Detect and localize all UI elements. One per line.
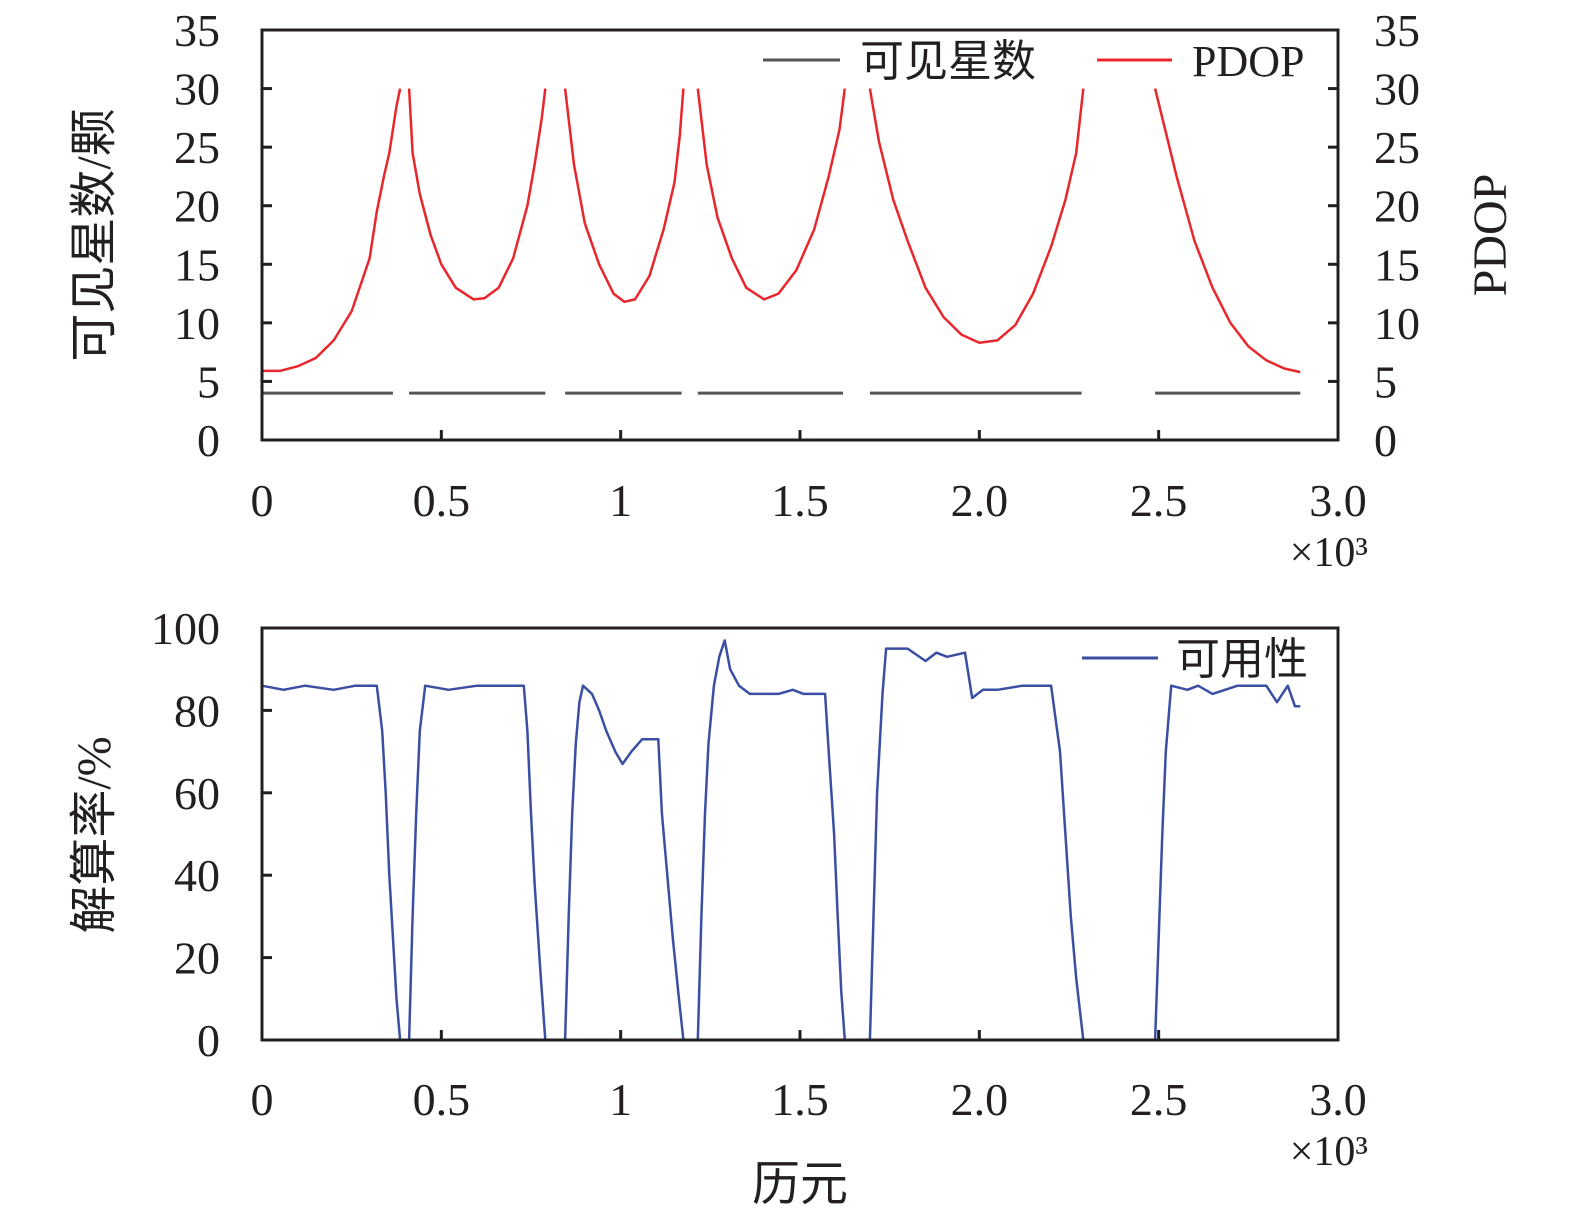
bottom-x-tick-label: 2.5 bbox=[1130, 1074, 1188, 1125]
top-series-layer bbox=[262, 88, 1301, 395]
top-y-tick-label: 25 bbox=[174, 122, 220, 173]
bottom-chart: 0 0.5 1 1.5 2.0 2.5 3.0 0 20 40 60 80 100 ×10³ 历元 解… bbox=[68, 603, 1368, 1211]
top-y-axis-title: 可见星数/颗 bbox=[68, 108, 121, 361]
top-x-tick-label: 2.5 bbox=[1130, 475, 1188, 526]
top-y-tick-label: 5 bbox=[197, 356, 220, 407]
top-y2-tick-label: 15 bbox=[1374, 239, 1420, 290]
top-series-segment-1-0 bbox=[262, 88, 402, 373]
top-series-segment-1-1 bbox=[407, 88, 547, 301]
bottom-series-availability bbox=[261, 639, 1301, 1041]
bottom-x-tick-label: 0 bbox=[251, 1074, 274, 1125]
bottom-x-tick-label: 1.5 bbox=[771, 1074, 829, 1125]
top-x-tick-label: 3.0 bbox=[1309, 475, 1367, 526]
top-y2-tick-label: 20 bbox=[1374, 181, 1420, 232]
top-legend: 可见星数 PDOP bbox=[763, 37, 1305, 86]
bottom-series-segment-0-1 bbox=[407, 684, 547, 1041]
bottom-x-multiplier: ×10³ bbox=[1290, 1129, 1368, 1175]
bottom-x-ticks: 0 0.5 1 1.5 2.0 2.5 3.0 bbox=[251, 1030, 1367, 1125]
top-x-tick-label: 1.5 bbox=[771, 475, 829, 526]
top-series-segment-1-3 bbox=[696, 88, 847, 301]
top-y2-tick-label: 10 bbox=[1374, 298, 1420, 349]
top-series-segment-1-2 bbox=[563, 88, 685, 304]
bottom-series-segment-0-3 bbox=[696, 639, 847, 1041]
top-x-tick-label: 1 bbox=[609, 475, 632, 526]
bottom-x-tick-label: 0.5 bbox=[413, 1074, 471, 1125]
bottom-series-segment-0-5 bbox=[1153, 684, 1301, 1041]
top-y2-axis-title: PDOP bbox=[1464, 174, 1517, 297]
bottom-series-segment-0-2 bbox=[563, 684, 685, 1041]
top-x-tick-label: 0.5 bbox=[413, 475, 471, 526]
bottom-y-tick-label: 0 bbox=[197, 1015, 220, 1066]
legend-label-visible: 可见星数 bbox=[860, 37, 1036, 86]
bottom-y-axis-title: 解算率/% bbox=[68, 736, 121, 933]
bottom-plot-frame bbox=[260, 626, 1340, 1042]
bottom-x-tick-label: 1 bbox=[609, 1074, 632, 1125]
top-x-multiplier: ×10³ bbox=[1290, 530, 1368, 576]
legend-label-pdop: PDOP bbox=[1192, 37, 1305, 86]
top-y2-tick-label: 25 bbox=[1374, 122, 1420, 173]
top-y2-tick-label: 5 bbox=[1374, 356, 1397, 407]
bottom-x-multiplier-text: ×10³ bbox=[1290, 1129, 1368, 1175]
top-series-segment-1-5 bbox=[1153, 88, 1301, 374]
top-x-ticks: 0 0.5 1 1.5 2.0 2.5 3.0 bbox=[251, 430, 1367, 526]
bottom-series-layer bbox=[261, 639, 1301, 1041]
top-y2-tick-label: 0 bbox=[1374, 415, 1397, 466]
bottom-y-ticks: 0 20 40 60 80 100 bbox=[151, 603, 272, 1066]
top-x-tick-label: 2.0 bbox=[951, 475, 1009, 526]
top-y2-ticks: 0 5 10 15 20 25 30 35 bbox=[1328, 5, 1420, 466]
bottom-x-tick-label: 3.0 bbox=[1309, 1074, 1367, 1125]
legend-label-availability: 可用性 bbox=[1176, 635, 1308, 684]
top-y-ticks: 0 5 10 15 20 25 30 35 bbox=[174, 5, 272, 466]
top-y2-tick-label: 30 bbox=[1374, 64, 1420, 115]
bottom-series-segment-0-0 bbox=[261, 684, 402, 1041]
top-y2-tick-label: 35 bbox=[1374, 5, 1420, 56]
bottom-x-axis-title: 历元 bbox=[752, 1158, 848, 1211]
top-x-tick-label: 0 bbox=[251, 475, 274, 526]
top-series-pdop bbox=[262, 88, 1301, 374]
bottom-y-tick-label: 40 bbox=[174, 850, 220, 901]
bottom-y-tick-label: 80 bbox=[174, 685, 220, 736]
top-y-tick-label: 30 bbox=[174, 64, 220, 115]
top-series-segment-1-4 bbox=[868, 88, 1085, 345]
top-chart: 0 0.5 1 1.5 2.0 2.5 3.0 0 5 10 15 20 25 30 35 0 5 10 15 2… bbox=[68, 5, 1517, 576]
bottom-y-tick-label: 20 bbox=[174, 933, 220, 984]
top-y-tick-label: 15 bbox=[174, 239, 220, 290]
top-y-tick-label: 0 bbox=[197, 415, 220, 466]
top-y-tick-label: 20 bbox=[174, 181, 220, 232]
bottom-y-tick-label: 100 bbox=[151, 603, 220, 654]
bottom-legend: 可用性 bbox=[1082, 635, 1308, 684]
bottom-x-tick-label: 2.0 bbox=[951, 1074, 1009, 1125]
top-y-tick-label: 10 bbox=[174, 298, 220, 349]
top-x-multiplier-text: ×10³ bbox=[1290, 530, 1368, 576]
bottom-series-segment-0-4 bbox=[868, 647, 1085, 1041]
top-plot-frame bbox=[260, 28, 1340, 442]
bottom-y-tick-label: 60 bbox=[174, 768, 220, 819]
top-y-tick-label: 35 bbox=[174, 5, 220, 56]
